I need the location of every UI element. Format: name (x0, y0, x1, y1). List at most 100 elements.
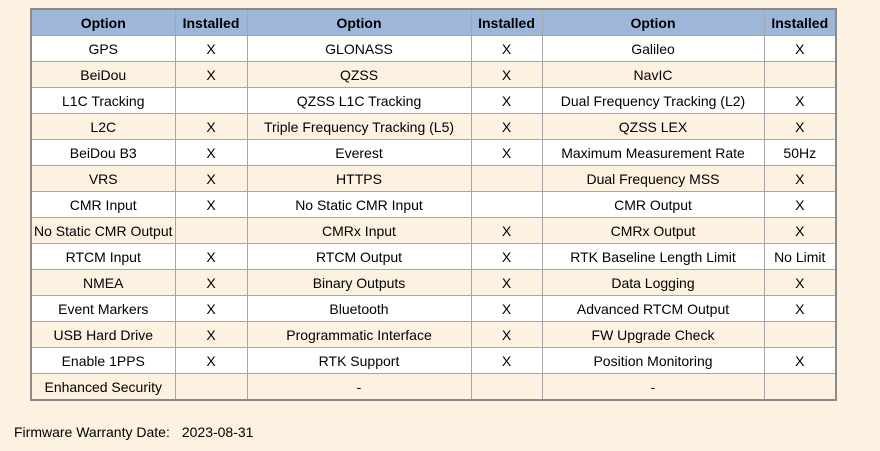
installed-cell: X (470, 347, 543, 374)
installed-cell: X (470, 87, 543, 114)
installed-cell: X (470, 295, 543, 322)
option-cell: - (541, 373, 765, 401)
installed-cell: X (174, 61, 248, 88)
installed-cell (763, 321, 837, 348)
option-cell: Programmatic Interface (246, 321, 472, 348)
receiver-options-table: Option Installed Option Installed Option… (30, 8, 837, 401)
header-option-1: Option (30, 8, 176, 36)
option-cell: Everest (246, 139, 472, 166)
option-cell: Data Logging (541, 269, 765, 296)
option-cell: RTK Baseline Length Limit (541, 243, 765, 270)
installed-cell: X (470, 139, 543, 166)
table-row: NMEA X Binary Outputs X Data Logging X (30, 269, 837, 296)
option-cell: Position Monitoring (541, 347, 765, 374)
installed-cell: X (763, 217, 837, 244)
table-body: GPS X GLONASS X Galileo X BeiDou X QZSS X NavIC L1C… (30, 35, 837, 401)
installed-cell: X (470, 269, 543, 296)
option-cell: Triple Frequency Tracking (L5) (246, 113, 472, 140)
installed-cell: X (470, 217, 543, 244)
header-option-2: Option (246, 8, 472, 36)
option-cell: RTCM Input (30, 243, 176, 270)
option-cell: No Static CMR Output (30, 217, 176, 244)
option-cell: QZSS (246, 61, 472, 88)
firmware-warranty-date: 2023-08-31 (181, 424, 254, 440)
installed-cell: X (470, 61, 543, 88)
installed-cell: X (174, 295, 248, 322)
option-cell: Event Markers (30, 295, 176, 322)
table-row: USB Hard Drive X Programmatic Interface X FW… (30, 321, 837, 348)
table-row: No Static CMR Output CMRx Input X CMRx Outp… (30, 217, 837, 244)
option-cell: Galileo (541, 35, 765, 62)
option-cell: GPS (30, 35, 176, 62)
installed-cell (470, 373, 543, 401)
option-cell: RTK Support (246, 347, 472, 374)
option-cell: BeiDou (30, 61, 176, 88)
table-header-row: Option Installed Option Installed Option… (30, 8, 837, 36)
option-cell: L2C (30, 113, 176, 140)
option-cell: - (246, 373, 472, 401)
table-row: VRS X HTTPS Dual Frequency MSS X (30, 165, 837, 192)
installed-cell (174, 373, 248, 401)
option-cell: CMR Output (541, 191, 765, 218)
installed-cell: X (174, 35, 248, 62)
option-cell: Dual Frequency MSS (541, 165, 765, 192)
option-cell: USB Hard Drive (30, 321, 176, 348)
installed-cell: X (763, 191, 837, 218)
installed-cell: X (174, 243, 248, 270)
option-cell: BeiDou B3 (30, 139, 176, 166)
installed-cell: X (174, 321, 248, 348)
option-cell: Binary Outputs (246, 269, 472, 296)
option-cell: NMEA (30, 269, 176, 296)
header-installed-3: Installed (763, 8, 837, 36)
installed-cell: No Limit (763, 243, 837, 270)
installed-cell: X (174, 165, 248, 192)
option-cell: QZSS LEX (541, 113, 765, 140)
installed-cell: X (174, 347, 248, 374)
option-cell: GLONASS (246, 35, 472, 62)
installed-cell: X (763, 113, 837, 140)
installed-cell: X (470, 321, 543, 348)
installed-cell (174, 87, 248, 114)
table-row: Event Markers X Bluetooth X Advanced RTCM Ou… (30, 295, 837, 322)
option-cell: Bluetooth (246, 295, 472, 322)
table-row: Enhanced Security - - (30, 373, 837, 401)
installed-cell: X (763, 295, 837, 322)
option-cell: Advanced RTCM Output (541, 295, 765, 322)
installed-cell: 50Hz (763, 139, 837, 166)
installed-cell (174, 217, 248, 244)
installed-cell (763, 61, 837, 88)
table-row: L1C Tracking QZSS L1C Tracking X Dual Frequ… (30, 87, 837, 114)
option-cell: CMR Input (30, 191, 176, 218)
option-cell: VRS (30, 165, 176, 192)
installed-cell: X (763, 269, 837, 296)
option-cell: Dual Frequency Tracking (L2) (541, 87, 765, 114)
firmware-warranty-line: Firmware Warranty Date: 2023-08-31 (14, 424, 253, 440)
option-cell: CMRx Output (541, 217, 765, 244)
installed-cell: X (174, 113, 248, 140)
table-row: GPS X GLONASS X Galileo X (30, 35, 837, 62)
installed-cell: X (763, 87, 837, 114)
option-cell: HTTPS (246, 165, 472, 192)
option-cell: NavIC (541, 61, 765, 88)
option-cell: L1C Tracking (30, 87, 176, 114)
option-cell: CMRx Input (246, 217, 472, 244)
installed-cell: X (470, 243, 543, 270)
installed-cell: X (470, 113, 543, 140)
installed-cell (470, 191, 543, 218)
header-option-3: Option (541, 8, 765, 36)
table-row: RTCM Input X RTCM Output X RTK Baseline Leng… (30, 243, 837, 270)
option-cell: Enhanced Security (30, 373, 176, 401)
installed-cell: X (763, 165, 837, 192)
option-cell: Enable 1PPS (30, 347, 176, 374)
installed-cell: X (763, 35, 837, 62)
installed-cell (470, 165, 543, 192)
installed-cell: X (470, 35, 543, 62)
table-row: Enable 1PPS X RTK Support X Position Monitor… (30, 347, 837, 374)
installed-cell: X (174, 269, 248, 296)
installed-cell: X (763, 347, 837, 374)
installed-cell: X (174, 191, 248, 218)
option-cell: RTCM Output (246, 243, 472, 270)
header-installed-1: Installed (174, 8, 248, 36)
installed-cell (763, 373, 837, 401)
